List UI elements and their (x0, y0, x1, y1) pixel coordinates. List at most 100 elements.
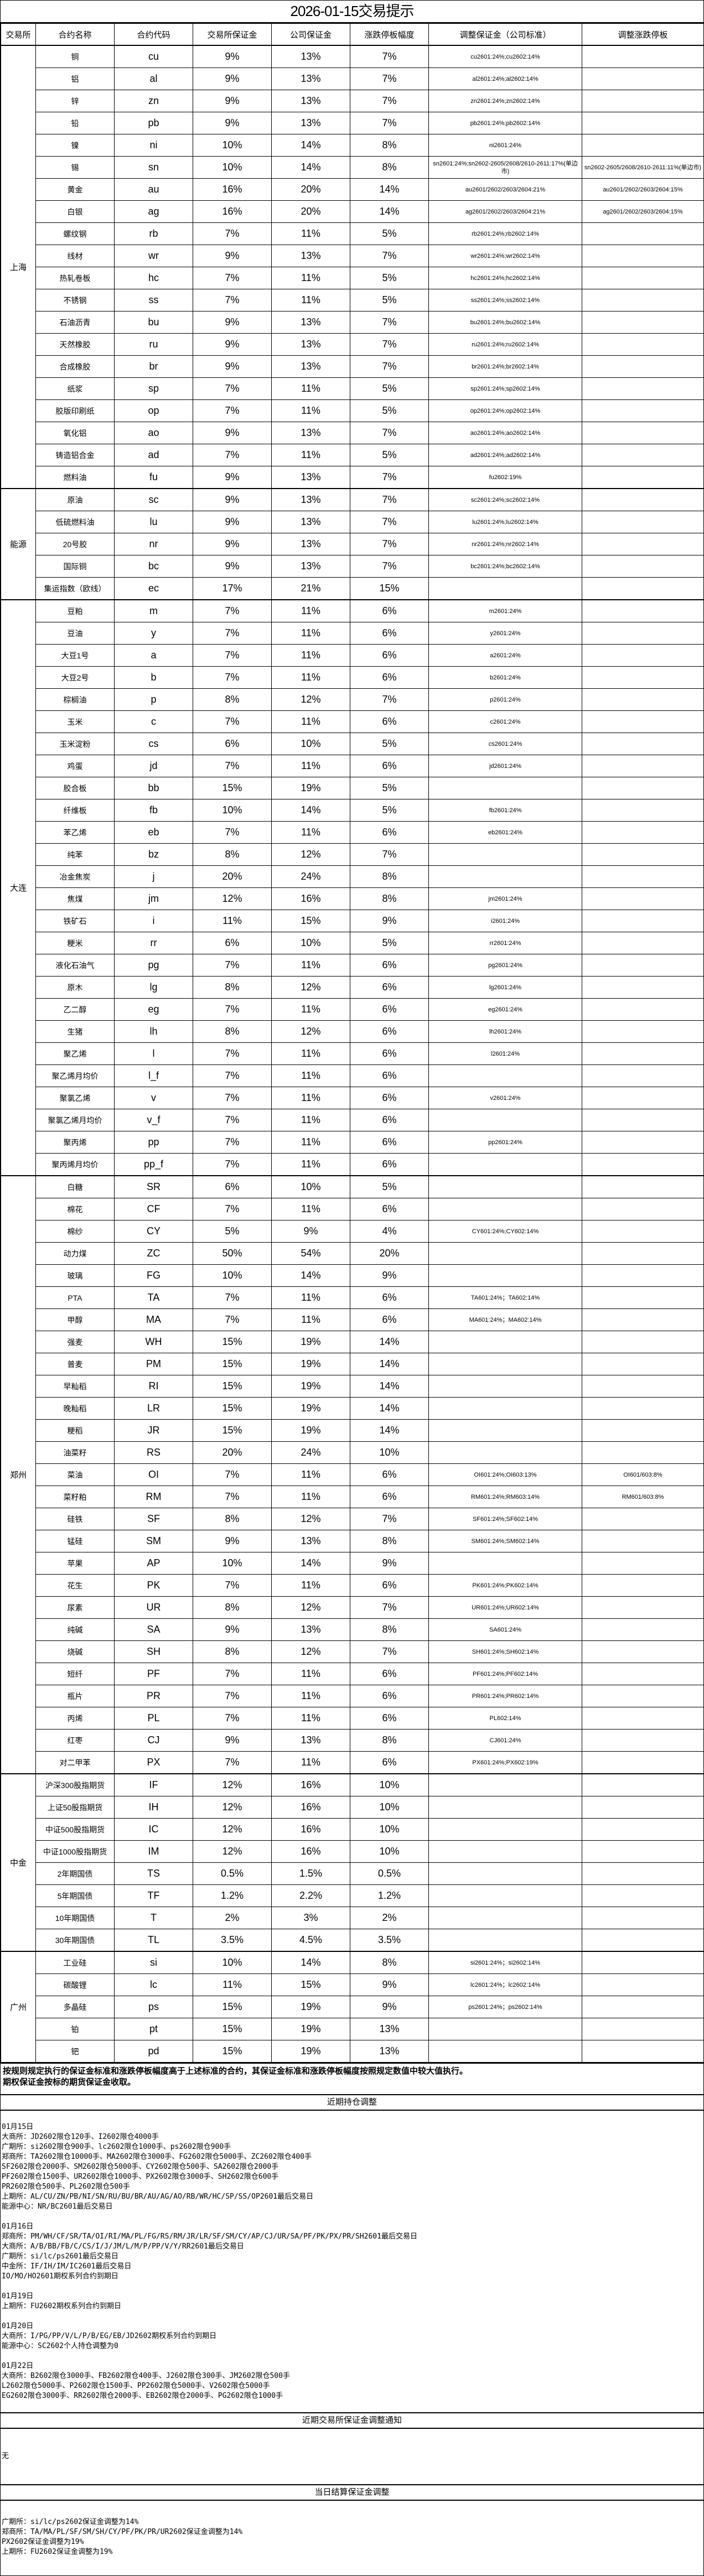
price-limit: 13% (350, 2040, 429, 2063)
table-row: 中金 沪深300股指期货 IF 12% 16% 10% (1, 1773, 704, 1952)
adjusted-price-limit (582, 599, 704, 622)
adjusted-price-limit (582, 1175, 704, 1198)
contract-code: CJ (114, 1729, 193, 1752)
exchange-name: 上海 (1, 45, 36, 489)
contract-code: j (114, 865, 193, 888)
adjusted-margin: op2601:24%;op2602:14% (428, 399, 582, 422)
contract-name: 烧碱 (35, 1640, 115, 1663)
contract-code: TA (114, 1286, 193, 1309)
contract-name: 国际铜 (35, 555, 115, 578)
company-margin: 24% (271, 1441, 350, 1464)
contract-code: RI (114, 1375, 193, 1398)
price-limit: 14% (350, 178, 429, 201)
adjusted-margin: ag2601/2602/2603/2604:21% (428, 200, 582, 223)
company-margin: 13% (271, 1530, 350, 1552)
adjusted-margin (428, 843, 582, 866)
table-row: 锰硅 SM 9% 13% 8% SM601:24%;SM602:14% (1, 1530, 704, 1552)
company-margin: 11% (271, 1109, 350, 1131)
exchange-margin: 7% (193, 1153, 272, 1176)
adjusted-margin: TA601:24%；TA602:14% (428, 1286, 582, 1309)
table-row: 强麦 WH 15% 19% 14% (1, 1331, 704, 1353)
exchange-margin: 15% (193, 1375, 272, 1398)
adjusted-price-limit (582, 267, 704, 289)
adjusted-price-limit (582, 333, 704, 356)
contract-name: 晚籼稻 (35, 1397, 115, 1420)
price-limit: 5% (350, 932, 429, 954)
company-margin: 13% (271, 555, 350, 578)
company-margin: 11% (271, 1707, 350, 1730)
contract-name: 白银 (35, 200, 115, 223)
price-limit: 8% (350, 1951, 429, 1974)
exchange-margin: 10% (193, 134, 272, 157)
contract-code: zn (114, 90, 193, 112)
table-row: 胶版印刷纸 op 7% 11% 5% op2601:24%;op2602:14% (1, 399, 704, 422)
table-row: 豆油 y 7% 11% 6% y2601:24% (1, 622, 704, 645)
exchange-margin: 7% (193, 444, 272, 466)
company-margin: 1.5% (271, 1862, 350, 1885)
contract-name: 合成橡胶 (35, 355, 115, 378)
table-row: 镍 ni 10% 14% 8% ni2601:24% (1, 134, 704, 157)
contract-name: 聚乙烯 (35, 1042, 115, 1065)
table-row: 玉米 c 7% 11% 6% c2601:24% (1, 710, 704, 733)
exchange-margin: 9% (193, 112, 272, 134)
company-margin: 12% (271, 1020, 350, 1043)
price-limit: 13% (350, 2018, 429, 2040)
company-margin: 13% (271, 45, 350, 68)
contract-code: bu (114, 311, 193, 334)
company-margin: 14% (271, 134, 350, 157)
contract-code: c (114, 710, 193, 733)
company-margin: 11% (271, 599, 350, 622)
contract-code: ZC (114, 1242, 193, 1265)
adjusted-price-limit (582, 1818, 704, 1841)
price-limit: 8% (350, 156, 429, 179)
company-margin: 11% (271, 1486, 350, 1508)
price-limit: 5% (350, 289, 429, 311)
contract-name: 中证1000股指期货 (35, 1840, 115, 1863)
exchange-margin: 9% (193, 1530, 272, 1552)
adjusted-price-limit (582, 710, 704, 733)
adjusted-margin: jd2601:24% (428, 755, 582, 777)
column-header: 涨跌停板幅度 (350, 23, 429, 46)
contract-name: 铅 (35, 112, 115, 134)
contract-name: 沪深300股指期货 (35, 1773, 115, 1796)
contract-name: 铁矿石 (35, 910, 115, 932)
company-margin: 11% (271, 1131, 350, 1154)
contract-code: pp_f (114, 1153, 193, 1176)
contract-name: 普麦 (35, 1353, 115, 1375)
adjusted-price-limit (582, 466, 704, 489)
price-limit: 15% (350, 577, 429, 600)
company-margin: 13% (271, 422, 350, 444)
column-header: 合约名称 (35, 23, 115, 46)
adjusted-price-limit (582, 90, 704, 112)
table-row: 30年期国债 TL 3.5% 4.5% 3.5% (1, 1929, 704, 1952)
adjusted-price-limit (582, 1729, 704, 1752)
table-row: 聚丙烯月均价 pp_f 7% 11% 6% (1, 1153, 704, 1176)
price-limit: 0.5% (350, 1862, 429, 1885)
adjusted-margin (428, 865, 582, 888)
adjusted-price-limit (582, 755, 704, 777)
contract-name: 原木 (35, 976, 115, 999)
contract-code: op (114, 399, 193, 422)
company-margin: 15% (271, 910, 350, 932)
contract-code: SM (114, 1530, 193, 1552)
price-limit: 6% (350, 1751, 429, 1774)
exchange-margin: 7% (193, 998, 272, 1021)
adjusted-price-limit (582, 910, 704, 932)
table-row: 粳稻 JR 15% 19% 14% (1, 1419, 704, 1442)
adjusted-price-limit (582, 887, 704, 910)
contract-name: 螺纹钢 (35, 222, 115, 245)
table-row: 碳酸锂 lc 11% 15% 9% lc2601:24%；lc2602:14% (1, 1973, 704, 1996)
adjusted-price-limit (582, 289, 704, 311)
table-row: 5年期国债 TF 1.2% 2.2% 1.2% (1, 1884, 704, 1907)
contract-code: lg (114, 976, 193, 999)
table-row: 不锈钢 ss 7% 11% 5% ss2601:24%;ss2602:14% (1, 289, 704, 311)
company-margin: 11% (271, 1463, 350, 1486)
contract-code: PM (114, 1353, 193, 1375)
adjusted-margin (428, 1375, 582, 1398)
contract-name: 线材 (35, 245, 115, 267)
table-row: 锌 zn 9% 13% 7% zn2601:24%;zn2602:14% (1, 90, 704, 112)
price-limit: 7% (350, 112, 429, 134)
exchange-margin: 9% (193, 90, 272, 112)
contract-code: au (114, 178, 193, 201)
contract-code: ad (114, 444, 193, 466)
